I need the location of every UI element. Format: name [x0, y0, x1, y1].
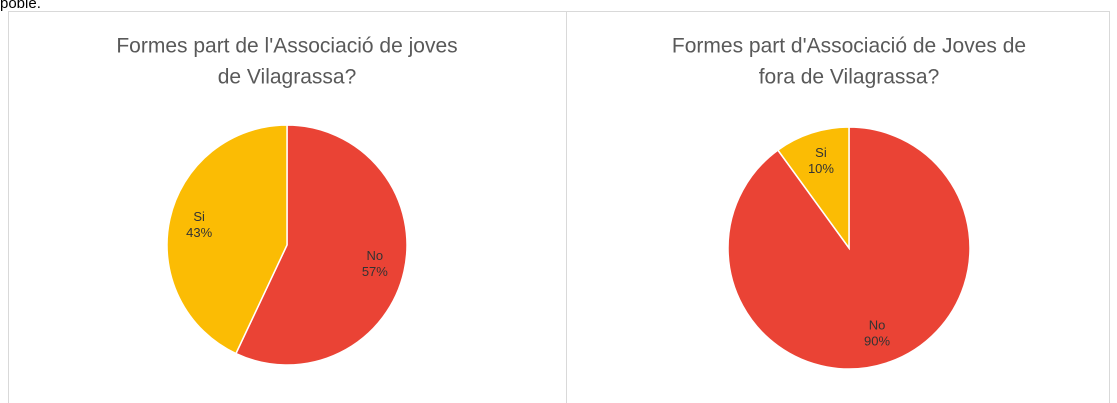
chart-title: Formes part de l'Associació de joves [116, 35, 457, 58]
slice-category: No [367, 248, 384, 263]
slice-category: Si [193, 209, 205, 224]
chart-title: Formes part d'Associació de Joves de [672, 35, 1026, 58]
chart-title: de Vilagrassa? [218, 66, 357, 89]
pie-slice [776, 126, 850, 251]
chart-frame [566, 11, 1110, 403]
slice-value-label: 43% [186, 225, 212, 240]
pie-slice [234, 124, 408, 366]
slice-category: No [869, 318, 886, 333]
pie-slice [166, 124, 288, 355]
slice-value-label: 57% [362, 264, 388, 279]
slice-value-label: 10% [808, 161, 834, 176]
chart-title: fora de Vilagrassa? [759, 66, 940, 89]
text-fragment: poble. [0, 0, 41, 12]
slice-value-label: 90% [864, 334, 890, 349]
slice-category: Si [815, 145, 827, 160]
